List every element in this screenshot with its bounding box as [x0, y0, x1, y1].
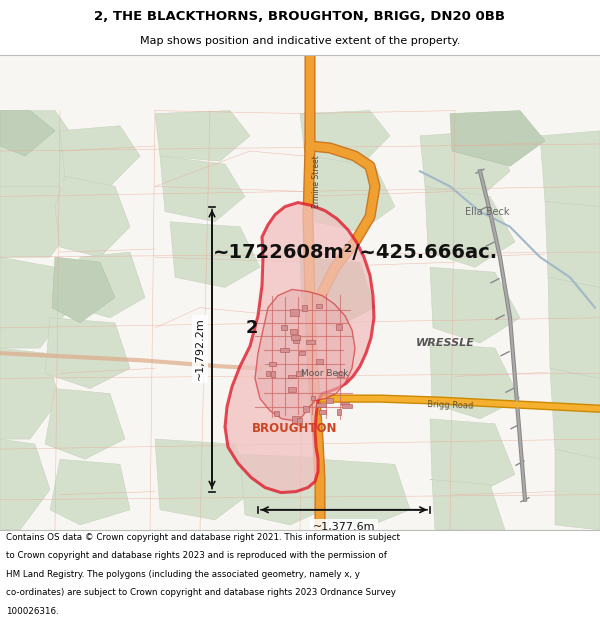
Polygon shape — [450, 111, 545, 166]
Polygon shape — [0, 348, 60, 439]
Bar — [316, 402, 326, 408]
Bar — [319, 410, 326, 414]
Polygon shape — [45, 389, 125, 459]
Polygon shape — [0, 439, 50, 530]
Polygon shape — [555, 449, 600, 530]
Polygon shape — [310, 156, 395, 232]
Text: WRESSLE: WRESSLE — [416, 338, 475, 348]
Bar — [304, 406, 308, 412]
Bar — [316, 304, 322, 308]
Bar — [337, 409, 341, 415]
Text: 2: 2 — [246, 319, 258, 337]
Text: ~1,792.2m: ~1,792.2m — [195, 318, 205, 381]
Text: Map shows position and indicative extent of the property.: Map shows position and indicative extent… — [140, 36, 460, 46]
Polygon shape — [160, 156, 245, 222]
Text: Ermine Street: Ermine Street — [312, 155, 321, 208]
Text: BROUGHTON: BROUGHTON — [252, 422, 338, 436]
Bar — [343, 404, 352, 408]
Polygon shape — [240, 454, 335, 525]
Polygon shape — [430, 268, 520, 343]
Bar — [269, 362, 276, 366]
Bar — [337, 372, 344, 377]
Bar — [288, 374, 296, 378]
Polygon shape — [0, 186, 80, 257]
Polygon shape — [0, 111, 55, 156]
Polygon shape — [540, 131, 600, 207]
Polygon shape — [0, 111, 80, 186]
Bar — [290, 329, 297, 334]
Polygon shape — [155, 111, 250, 161]
Polygon shape — [52, 257, 115, 323]
Polygon shape — [300, 257, 375, 328]
Polygon shape — [430, 419, 515, 494]
Bar — [299, 351, 305, 355]
Bar — [281, 326, 287, 330]
Bar — [288, 388, 296, 392]
Text: ~1,377.6m: ~1,377.6m — [313, 522, 375, 532]
Polygon shape — [545, 201, 600, 288]
Polygon shape — [550, 368, 600, 459]
Bar — [316, 359, 323, 364]
Bar — [296, 371, 304, 376]
Polygon shape — [170, 222, 260, 288]
Polygon shape — [430, 479, 505, 530]
Polygon shape — [155, 439, 255, 520]
Polygon shape — [300, 111, 390, 166]
Bar — [290, 335, 301, 340]
Text: Contains OS data © Crown copyright and database right 2021. This information is : Contains OS data © Crown copyright and d… — [6, 533, 400, 542]
Text: to Crown copyright and database rights 2023 and is reproduced with the permissio: to Crown copyright and database rights 2… — [6, 551, 387, 561]
Text: Moor Beck: Moor Beck — [301, 369, 349, 378]
Bar — [293, 340, 299, 343]
Text: 100026316.: 100026316. — [6, 607, 59, 616]
Polygon shape — [55, 176, 130, 257]
Polygon shape — [75, 252, 145, 318]
Polygon shape — [420, 131, 510, 201]
Bar — [306, 340, 314, 344]
Polygon shape — [50, 459, 130, 525]
Polygon shape — [225, 202, 374, 492]
Polygon shape — [430, 343, 520, 419]
Bar — [280, 348, 289, 352]
Polygon shape — [425, 186, 515, 268]
Text: Brigg Road: Brigg Road — [427, 400, 473, 411]
Polygon shape — [548, 278, 600, 378]
Bar — [302, 305, 307, 311]
Text: HM Land Registry. The polygons (including the associated geometry, namely x, y: HM Land Registry. The polygons (includin… — [6, 570, 360, 579]
Text: ~1722608m²/~425.666ac.: ~1722608m²/~425.666ac. — [212, 242, 497, 262]
Bar — [311, 396, 316, 400]
Polygon shape — [320, 459, 410, 528]
Polygon shape — [60, 126, 140, 186]
Bar — [271, 371, 275, 377]
Polygon shape — [0, 257, 70, 348]
Text: co-ordinates) are subject to Crown copyright and database rights 2023 Ordnance S: co-ordinates) are subject to Crown copyr… — [6, 588, 396, 598]
Bar — [341, 402, 349, 405]
Bar — [274, 411, 278, 416]
Polygon shape — [255, 289, 355, 421]
Bar — [290, 309, 299, 316]
Text: Ella Beck: Ella Beck — [465, 207, 509, 217]
Polygon shape — [45, 318, 130, 389]
Bar — [336, 324, 343, 330]
Bar — [326, 398, 333, 403]
Bar — [266, 371, 271, 376]
Text: 2, THE BLACKTHORNS, BROUGHTON, BRIGG, DN20 0BB: 2, THE BLACKTHORNS, BROUGHTON, BRIGG, DN… — [95, 10, 505, 23]
Bar — [292, 416, 299, 423]
Bar — [297, 418, 302, 425]
